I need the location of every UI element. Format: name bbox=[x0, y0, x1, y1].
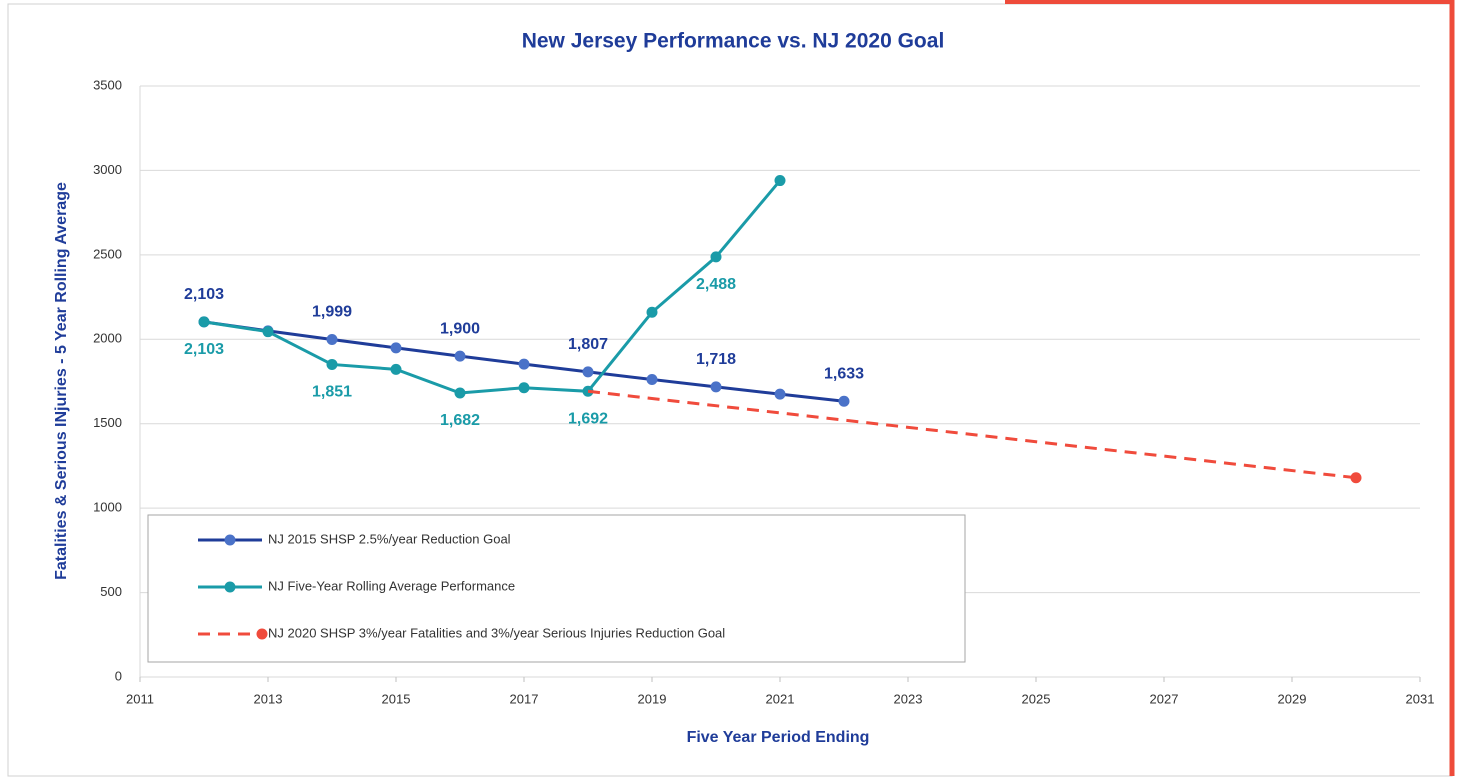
x-tick-label: 2021 bbox=[766, 691, 795, 706]
y-axis-title: Fatalities & Serious INjuries - 5 Year R… bbox=[53, 182, 70, 580]
series-line bbox=[587, 389, 1357, 480]
data-label: 1,692 bbox=[568, 411, 608, 428]
point bbox=[198, 316, 210, 328]
x-tick-label: 2023 bbox=[894, 691, 923, 706]
series-line bbox=[203, 179, 782, 395]
point bbox=[390, 342, 402, 354]
legend-label: NJ 2020 SHSP 3%/year Fatalities and 3%/y… bbox=[268, 625, 725, 640]
x-tick-label: 2027 bbox=[1150, 691, 1179, 706]
point bbox=[838, 395, 850, 407]
x-tick-label: 2031 bbox=[1406, 691, 1435, 706]
point bbox=[518, 382, 530, 394]
x-tick-label: 2017 bbox=[510, 691, 539, 706]
point bbox=[326, 358, 338, 370]
point bbox=[390, 363, 402, 375]
y-tick-label: 3000 bbox=[93, 162, 122, 177]
legend-label: NJ Five-Year Rolling Average Performance bbox=[268, 578, 515, 593]
y-tick-label: 0 bbox=[115, 668, 122, 683]
data-label: 1,682 bbox=[440, 412, 480, 429]
chart-title: New Jersey Performance vs. NJ 2020 Goal bbox=[522, 30, 945, 53]
point bbox=[454, 387, 466, 399]
point bbox=[646, 373, 658, 385]
data-label: 1,900 bbox=[440, 320, 480, 337]
legend-marker bbox=[256, 628, 268, 640]
legend-label: NJ 2015 SHSP 2.5%/year Reduction Goal bbox=[268, 531, 511, 546]
point bbox=[774, 388, 786, 400]
y-tick-label: 1000 bbox=[93, 500, 122, 515]
y-tick-label: 2000 bbox=[93, 331, 122, 346]
legend-marker bbox=[224, 581, 236, 593]
point bbox=[518, 358, 530, 370]
x-tick-label: 2013 bbox=[254, 691, 283, 706]
point bbox=[326, 333, 338, 345]
legend-marker bbox=[224, 534, 236, 546]
point bbox=[710, 381, 722, 393]
point bbox=[646, 306, 658, 318]
point bbox=[262, 326, 274, 338]
point bbox=[582, 366, 594, 378]
data-label: 1,718 bbox=[696, 351, 736, 368]
x-tick-label: 2019 bbox=[638, 691, 667, 706]
legend-box bbox=[147, 514, 966, 663]
point bbox=[710, 251, 722, 263]
data-label: 2,103 bbox=[184, 341, 224, 358]
data-label: 1,851 bbox=[312, 384, 352, 401]
y-tick-label: 500 bbox=[100, 584, 122, 599]
data-label: 2,103 bbox=[184, 286, 224, 303]
point bbox=[1350, 472, 1362, 484]
y-tick-label: 1500 bbox=[93, 415, 122, 430]
point bbox=[454, 350, 466, 362]
data-label: 1,633 bbox=[824, 365, 864, 382]
x-tick-label: 2025 bbox=[1022, 691, 1051, 706]
x-tick-label: 2015 bbox=[382, 691, 411, 706]
x-tick-label: 2011 bbox=[126, 691, 154, 706]
y-tick-label: 3500 bbox=[93, 77, 122, 92]
data-label: 1,999 bbox=[312, 304, 352, 321]
data-label: 1,807 bbox=[568, 336, 608, 353]
data-label: 2,488 bbox=[696, 276, 736, 293]
x-axis-title: Five Year Period Ending bbox=[687, 729, 870, 746]
y-tick-label: 2500 bbox=[93, 246, 122, 261]
point bbox=[774, 175, 786, 187]
x-tick-label: 2029 bbox=[1278, 691, 1307, 706]
